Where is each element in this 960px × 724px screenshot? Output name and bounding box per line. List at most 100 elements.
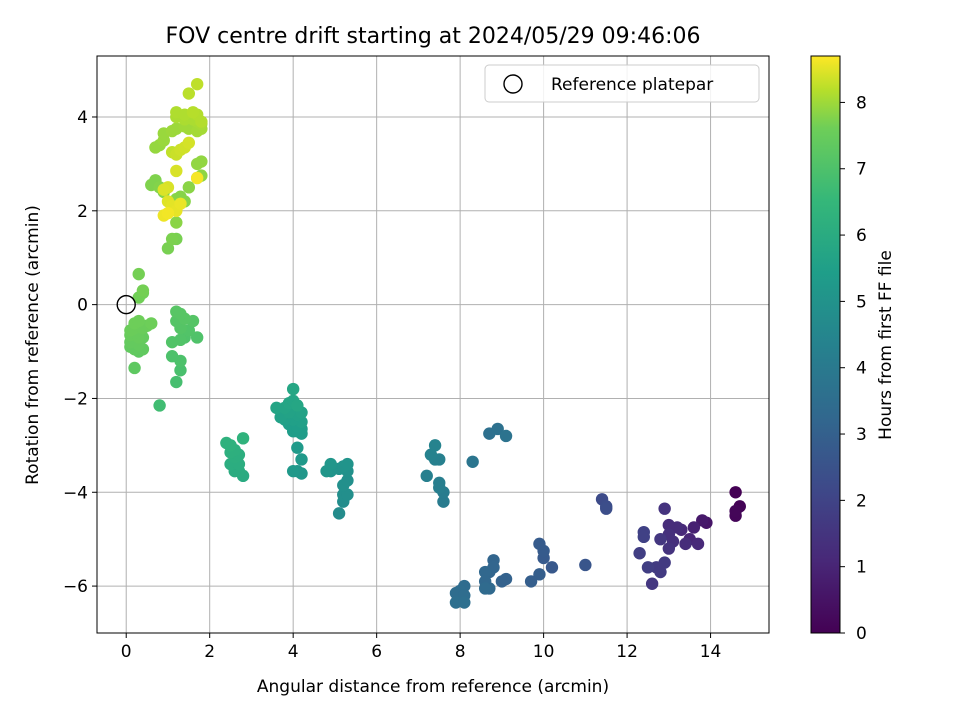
y-tick-label: 2 [77, 202, 88, 222]
colorbar-tick-label: 5 [856, 292, 867, 312]
data-point [236, 432, 250, 445]
data-point [186, 106, 200, 119]
data-point [170, 216, 183, 229]
x-tick-label: 6 [371, 642, 382, 662]
data-point [128, 361, 141, 375]
colorbar-tick-label: 8 [856, 93, 867, 113]
colorbar-tick-label: 6 [856, 226, 867, 246]
data-point [691, 537, 705, 551]
colorbar-ticks: 0 1 2 3 4 5 6 7 8 [840, 93, 867, 644]
data-point [658, 556, 671, 569]
data-point [478, 582, 492, 595]
legend-marker [503, 74, 523, 94]
data-point [182, 181, 196, 194]
colorbar-tick-label: 1 [856, 558, 867, 578]
y-tick-label: −2 [63, 389, 88, 409]
data-point [600, 502, 613, 515]
data-point [286, 464, 300, 478]
data-point [182, 136, 196, 149]
data-point [270, 401, 283, 415]
data-point [641, 561, 655, 574]
data-point [224, 439, 237, 452]
colorbar-tick-label: 0 [856, 624, 867, 644]
x-axis-label: Angular distance from reference (arcmin) [257, 677, 609, 697]
data-point [637, 530, 650, 544]
data-point [679, 537, 692, 551]
colorbar: 0 1 2 3 4 5 6 7 8 Hours from first FF file [810, 55, 896, 644]
data-point [495, 575, 509, 588]
data-point [161, 242, 175, 255]
data-point [174, 364, 187, 377]
data-point [645, 577, 659, 590]
y-tick-label: 0 [77, 296, 88, 316]
data-point [136, 284, 150, 297]
data-point [491, 422, 504, 436]
data-point [533, 537, 546, 551]
data-point [324, 457, 337, 471]
data-point [170, 164, 183, 178]
data-point [165, 335, 179, 349]
data-point [696, 514, 709, 527]
data-point [341, 488, 354, 501]
data-point [579, 558, 592, 572]
data-point [190, 77, 204, 91]
data-point [132, 314, 145, 328]
legend-label: Reference platepar [551, 75, 713, 95]
data-point [165, 350, 179, 363]
x-tick-label: 0 [121, 642, 132, 662]
data-point [687, 521, 701, 534]
data-point [165, 232, 179, 246]
scatter-points [116, 77, 746, 609]
data-point [633, 547, 646, 560]
data-point [195, 155, 208, 168]
data-point [182, 87, 196, 100]
data-point [132, 267, 145, 281]
x-tick-label: 10 [533, 642, 555, 662]
legend-box [484, 64, 760, 103]
legend: Reference platepar [484, 64, 760, 103]
colorbar-frame [810, 55, 841, 634]
data-point [437, 495, 450, 508]
data-point [153, 399, 166, 412]
y-tick-label: −6 [63, 577, 88, 597]
data-point [729, 486, 742, 499]
data-point [341, 474, 354, 487]
data-point [662, 518, 676, 532]
colorbar-label: Hours from first FF file [876, 250, 896, 440]
colorbar-tick-label: 7 [856, 160, 867, 180]
colorbar-tick-label: 3 [856, 425, 867, 445]
data-point [428, 439, 442, 452]
chart-title: FOV centre drift starting at 2024/05/29 … [166, 24, 701, 49]
axis-ticks: 0 2 4 6 8 10 12 14 −6 −4 −2 0 2 4 [63, 108, 721, 662]
y-axis-label: Rotation from reference (arcmin) [23, 205, 43, 485]
data-point [291, 441, 304, 454]
colorbar-tick-label: 4 [856, 359, 867, 379]
x-tick-label: 8 [455, 642, 466, 662]
data-point [466, 455, 479, 468]
data-point [420, 469, 433, 483]
data-point [478, 565, 492, 579]
x-tick-label: 2 [204, 642, 215, 662]
data-point [157, 183, 170, 196]
data-point [291, 399, 304, 412]
data-point [729, 504, 742, 518]
x-tick-label: 4 [288, 642, 299, 662]
x-tick-label: 12 [616, 642, 638, 662]
colorbar-gradient [811, 56, 840, 633]
reference-platepar-marker [116, 294, 136, 315]
data-point [424, 448, 438, 461]
data-point [458, 596, 471, 609]
colorbar-tick-label: 2 [856, 491, 867, 511]
data-point [433, 481, 446, 494]
data-point [190, 331, 204, 344]
data-point [654, 565, 667, 579]
data-point [170, 305, 183, 318]
data-point [190, 171, 204, 185]
data-point [295, 453, 308, 466]
data-point [170, 375, 183, 389]
plot-frame [96, 55, 770, 634]
data-point [662, 542, 676, 555]
x-tick-label: 14 [700, 642, 722, 662]
